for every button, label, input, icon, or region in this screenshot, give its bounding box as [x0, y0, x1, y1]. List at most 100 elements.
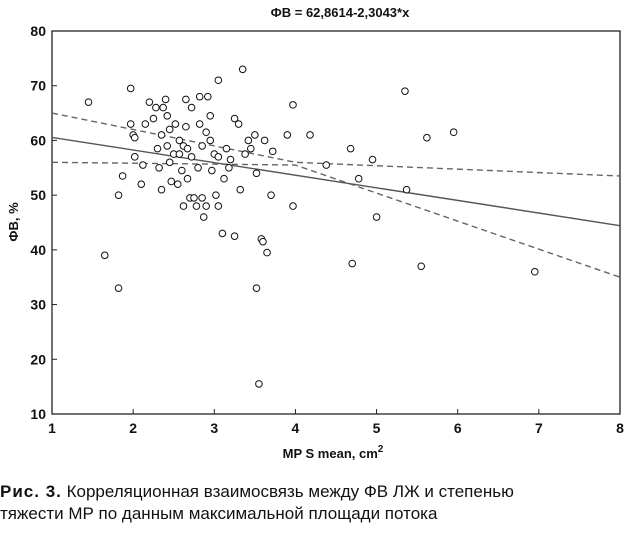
data-point: [192, 202, 201, 210]
chart-title: ФВ = 62,8614-2,3043*x: [271, 5, 410, 20]
x-tick-label: 8: [616, 420, 624, 436]
confidence-band-lower: [51, 161, 621, 278]
data-point: [259, 237, 267, 246]
data-point: [139, 161, 147, 169]
y-axis-ticks: 10 20 30 40 50 60 70 80: [30, 23, 57, 422]
data-point: [198, 142, 206, 150]
data-point: [222, 144, 231, 153]
y-tick-label: 10: [30, 406, 46, 422]
data-point: [114, 284, 123, 292]
data-point: [225, 163, 233, 172]
y-tick-label: 20: [30, 351, 46, 367]
data-point: [183, 174, 192, 183]
data-point: [289, 101, 297, 109]
data-point: [306, 131, 314, 139]
y-tick-label: 30: [30, 297, 46, 313]
data-point: [155, 163, 163, 172]
data-point: [247, 144, 255, 153]
x-tick-label: 1: [48, 420, 56, 436]
data-point: [182, 95, 190, 104]
data-point: [183, 144, 192, 153]
x-tick-label: 4: [292, 420, 300, 436]
data-point: [251, 131, 259, 139]
data-point: [159, 103, 167, 112]
data-point: [137, 180, 146, 188]
confidence-band-upper: [51, 112, 621, 177]
data-point: [157, 131, 166, 139]
data-point: [126, 120, 135, 128]
regression-line: [51, 136, 621, 227]
data-point: [114, 191, 123, 199]
data-point: [171, 120, 180, 128]
x-tick-label: 5: [373, 420, 381, 436]
data-point: [149, 114, 158, 123]
data-point: [206, 112, 215, 120]
figure-caption: Рис. 3. Корреляционная взаимосвязь между…: [0, 481, 629, 525]
data-point: [163, 142, 172, 150]
data-point: [145, 98, 154, 106]
data-point: [157, 185, 166, 194]
data-point: [241, 150, 249, 158]
data-point: [163, 112, 172, 120]
data-point: [226, 155, 235, 164]
data-point: [255, 380, 263, 388]
data-point: [165, 158, 174, 167]
data-point: [252, 284, 261, 292]
data-point: [346, 144, 355, 153]
data-point: [175, 136, 184, 145]
data-point: [402, 185, 411, 194]
data-point: [206, 136, 215, 145]
data-point: [289, 202, 297, 210]
data-point: [203, 92, 212, 101]
data-point: [178, 166, 186, 175]
data-point: [423, 133, 431, 142]
data-point: [263, 248, 271, 257]
data-point: [218, 229, 227, 238]
data-point: [130, 153, 139, 161]
data-point: [283, 131, 292, 139]
data-point: [417, 262, 426, 271]
data-point: [153, 144, 162, 153]
y-tick-label: 50: [30, 187, 46, 203]
confidence-band: [51, 112, 621, 278]
data-point: [267, 191, 275, 199]
x-axis-label: MP S mean, cm2: [283, 444, 384, 461]
data-point: [165, 125, 174, 134]
x-axis-label-superscript: 2: [378, 444, 384, 455]
data-point: [368, 155, 377, 164]
data-point: [208, 166, 216, 175]
data-point: [100, 251, 109, 260]
data-point: [195, 120, 204, 128]
data-point: [118, 172, 127, 180]
y-tick-label: 70: [30, 78, 46, 94]
data-point: [190, 194, 198, 202]
y-axis-label: ФВ, %: [6, 202, 21, 242]
data-point: [194, 163, 202, 172]
caption-line-2: тяжести МР по данным максимальной площад…: [0, 504, 438, 523]
x-tick-label: 7: [535, 420, 543, 436]
data-point: [238, 65, 247, 74]
data-point: [175, 150, 184, 158]
data-points: [84, 65, 539, 388]
data-point: [202, 128, 210, 137]
data-point: [214, 153, 223, 161]
data-point: [141, 120, 150, 128]
data-point: [167, 177, 176, 186]
data-point: [234, 120, 243, 128]
data-point: [126, 84, 135, 93]
x-tick-label: 6: [454, 420, 462, 436]
data-point: [214, 202, 223, 210]
plot-area: [51, 30, 621, 415]
data-point: [212, 191, 220, 199]
data-point: [187, 103, 196, 112]
data-point: [161, 95, 170, 104]
data-point: [198, 194, 206, 202]
caption-label: Рис. 3.: [0, 482, 62, 501]
data-point: [348, 259, 357, 268]
data-point: [130, 133, 139, 142]
scatter-chart: ФВ = 62,8614-2,3043*x 1 2 3 4 5 6 7 8 10 20 30 40 5…: [6, 5, 624, 461]
data-point: [244, 136, 253, 145]
data-point: [401, 87, 409, 95]
x-axis-ticks: 1 2 3 4 5 6 7 8: [48, 409, 624, 436]
data-point: [354, 174, 363, 183]
